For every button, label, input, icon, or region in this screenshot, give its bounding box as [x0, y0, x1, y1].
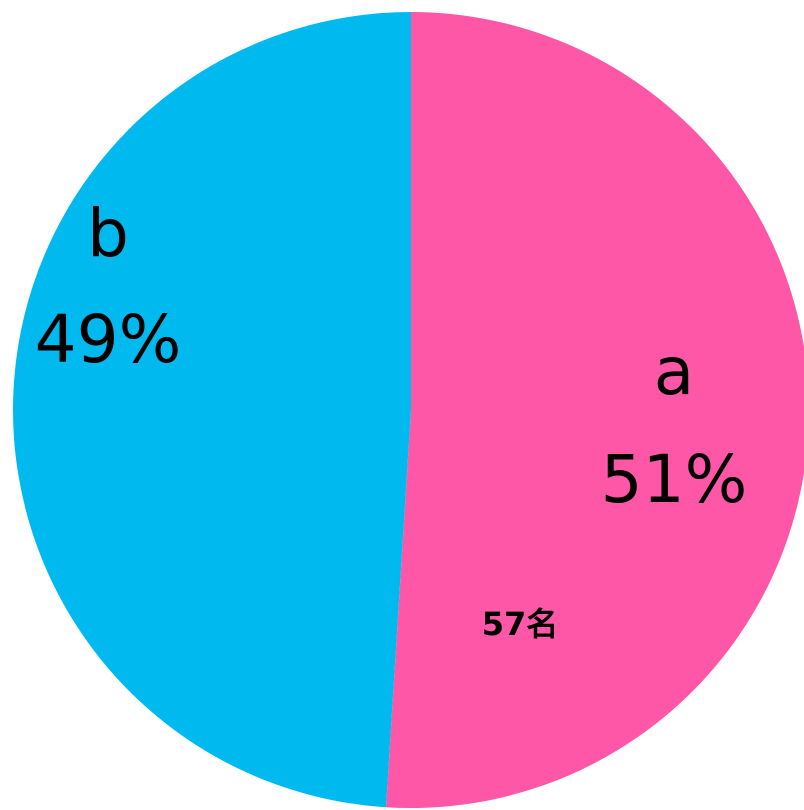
slice-value-label: 51% [601, 441, 748, 518]
slice-value-label: 49% [35, 301, 182, 378]
pie-slice [386, 12, 804, 808]
slice-category: a [654, 333, 694, 410]
pie-slice [13, 12, 411, 808]
annotation: 57名 [482, 605, 559, 643]
slice-category: b [87, 195, 129, 272]
